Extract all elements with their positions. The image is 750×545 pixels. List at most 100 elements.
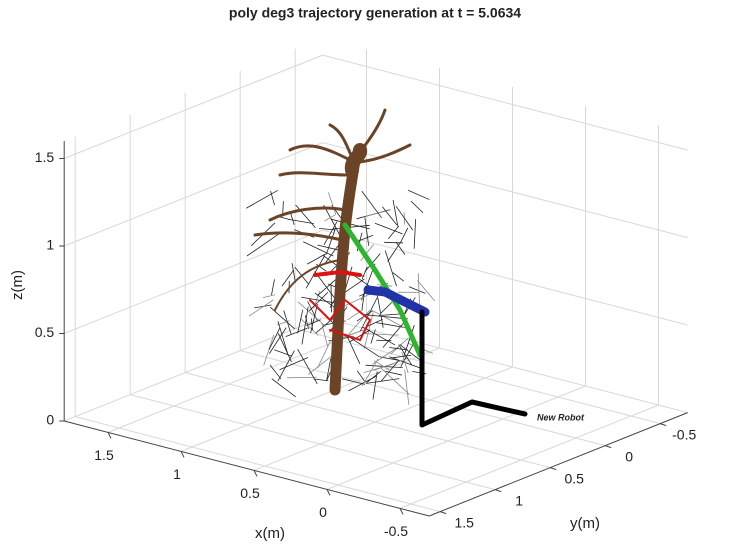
- x-tick-label: 0.5: [240, 485, 260, 501]
- wire: [271, 279, 275, 296]
- wire: [263, 334, 275, 366]
- wire: [326, 358, 332, 381]
- wire: [361, 266, 368, 280]
- wire: [360, 297, 378, 332]
- wire: [321, 322, 329, 347]
- wire: [269, 364, 282, 380]
- grid-line: [295, 328, 661, 425]
- wire: [360, 243, 375, 262]
- wire: [307, 354, 334, 375]
- annotation: New Robot: [537, 412, 585, 422]
- wire: [285, 327, 308, 338]
- wire: [366, 318, 383, 327]
- wire: [380, 302, 393, 314]
- wire: [380, 367, 410, 395]
- grid-line: [130, 394, 496, 491]
- wire: [310, 318, 313, 331]
- tick-mark: [660, 423, 667, 427]
- wire: [399, 344, 423, 362]
- wire: [325, 227, 336, 255]
- grid-line: [322, 229, 688, 326]
- y-tick-label: 0.5: [564, 470, 584, 486]
- wire: [345, 333, 361, 365]
- wire: [289, 212, 295, 226]
- tick-mark: [326, 489, 331, 496]
- wire: [400, 227, 409, 243]
- wire: [313, 378, 329, 382]
- wire: [324, 214, 336, 222]
- z-tick-label: 1: [46, 237, 54, 253]
- grid-line: [180, 347, 440, 452]
- grid-line: [322, 317, 688, 414]
- chart-title: poly deg3 trajectory generation at t = 5…: [229, 5, 521, 21]
- wire: [372, 371, 378, 400]
- tick-mark: [495, 489, 502, 493]
- z-tick-label: 0: [46, 412, 54, 428]
- grid-line: [107, 328, 367, 433]
- wire-mesh: [246, 189, 435, 405]
- wire: [366, 371, 381, 383]
- tick-mark: [253, 470, 258, 477]
- wire: [307, 253, 327, 265]
- grid-line: [326, 385, 586, 490]
- wire: [392, 199, 399, 228]
- axis-line: [429, 412, 688, 517]
- wire: [407, 189, 430, 200]
- wire: [291, 263, 296, 283]
- wire: [301, 306, 309, 345]
- wire: [376, 322, 407, 329]
- z-tick-label: 0.5: [35, 324, 55, 340]
- wire: [389, 347, 408, 351]
- z-axis-label: z(m): [9, 270, 26, 300]
- wire: [277, 320, 290, 326]
- wire: [287, 376, 317, 379]
- grid-line: [399, 404, 659, 509]
- wire: [328, 192, 337, 215]
- grid: [59, 48, 688, 517]
- x-tick-label: -0.5: [384, 523, 408, 539]
- wire: [389, 356, 423, 370]
- wire: [384, 250, 397, 287]
- wire: [248, 299, 274, 317]
- wire: [402, 325, 415, 358]
- wire: [380, 360, 399, 382]
- x-axis-label: x(m): [255, 525, 285, 542]
- grid-line: [322, 142, 688, 239]
- y-axis-label: y(m): [570, 515, 600, 532]
- y-tick-label: 1.5: [454, 514, 474, 530]
- wire: [400, 341, 415, 367]
- wire: [363, 363, 394, 373]
- wire: [361, 190, 382, 219]
- wire: [404, 369, 410, 405]
- wire: [391, 354, 412, 359]
- wire: [317, 244, 340, 251]
- wire: [277, 321, 289, 355]
- wire: [344, 266, 353, 290]
- wire: [300, 317, 319, 336]
- grid-line: [75, 416, 441, 513]
- wire: [269, 306, 295, 330]
- wire: [362, 326, 396, 346]
- x-tick-label: 1.5: [94, 447, 114, 463]
- wire: [268, 327, 281, 350]
- y-tick-label: 1: [515, 492, 523, 508]
- wire: [304, 315, 309, 330]
- axis-line: [64, 420, 430, 517]
- wire: [283, 310, 292, 335]
- y-tick-label: -0.5: [672, 426, 696, 442]
- wire: [306, 319, 321, 326]
- wire: [398, 344, 413, 366]
- wire: [349, 329, 371, 343]
- wire: [308, 291, 329, 312]
- tick-mark: [440, 511, 447, 515]
- grid-line: [253, 366, 513, 471]
- wire: [318, 227, 336, 231]
- wire: [303, 241, 334, 257]
- wire: [388, 225, 400, 239]
- wire: [395, 241, 406, 255]
- wire: [363, 333, 399, 336]
- wire: [355, 234, 374, 243]
- y-tick-label: 0: [625, 448, 633, 464]
- wire: [371, 309, 406, 329]
